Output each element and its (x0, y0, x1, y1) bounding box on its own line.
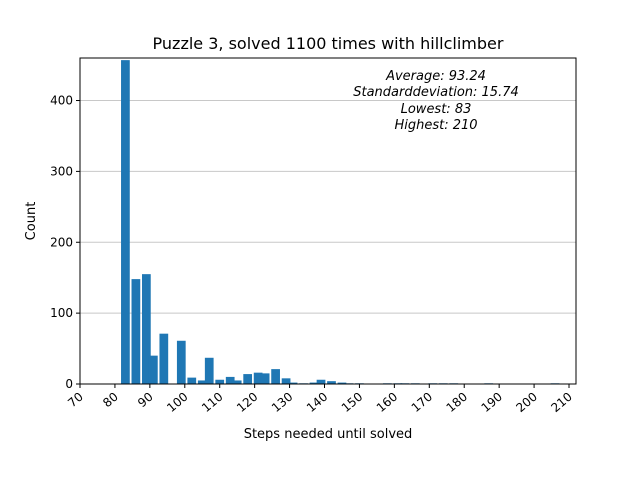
histogram-bar (215, 379, 225, 384)
annotation-lowest: Lowest: 83 (401, 102, 472, 117)
histogram-bar (271, 369, 280, 384)
x-axis-label: Steps needed until solved (244, 427, 413, 442)
y-tick-label: 300 (50, 164, 73, 178)
y-axis-label: Count (24, 202, 39, 241)
y-tick-label: 400 (50, 94, 73, 108)
annotation-highest: Highest: 210 (394, 118, 477, 133)
histogram-bar (232, 380, 242, 384)
histogram-bar (281, 378, 291, 384)
statistics-annotation: Average: 93.24 Standarddeviation: 15.74 … (353, 69, 519, 133)
histogram-bar (288, 382, 298, 384)
y-tick-label: 200 (50, 235, 73, 249)
histogram-bar (309, 382, 319, 384)
annotation-average: Average: 93.24 (385, 69, 486, 84)
histogram-bar (131, 279, 141, 384)
histogram-bar (159, 333, 169, 384)
histogram-bar (148, 355, 158, 384)
annotation-standard-deviation: Standarddeviation: 15.74 (353, 85, 519, 100)
histogram-bar (243, 374, 253, 384)
histogram-bar (327, 381, 336, 384)
axes-frame (79, 57, 577, 385)
histogram-bar (142, 274, 151, 384)
chart-title: Puzzle 3, solved 1100 times with hillcli… (153, 34, 504, 53)
y-gridlines (80, 100, 576, 314)
histogram-bar (187, 377, 197, 384)
histogram-bar (121, 60, 130, 384)
histogram-bar (260, 373, 270, 384)
y-tick-label: 0 (65, 377, 73, 391)
histogram-bar (253, 372, 263, 384)
histogram-bar (197, 380, 207, 384)
y-tick-label: 100 (50, 306, 73, 320)
histogram-bar (316, 379, 326, 384)
y-axis-ticks: 0 100 200 300 400 (50, 94, 80, 391)
histogram-bar (176, 340, 186, 384)
histogram-bars (121, 60, 560, 384)
histogram-bar (225, 376, 235, 384)
histogram-bar (337, 382, 347, 384)
histogram-bar (204, 357, 214, 384)
